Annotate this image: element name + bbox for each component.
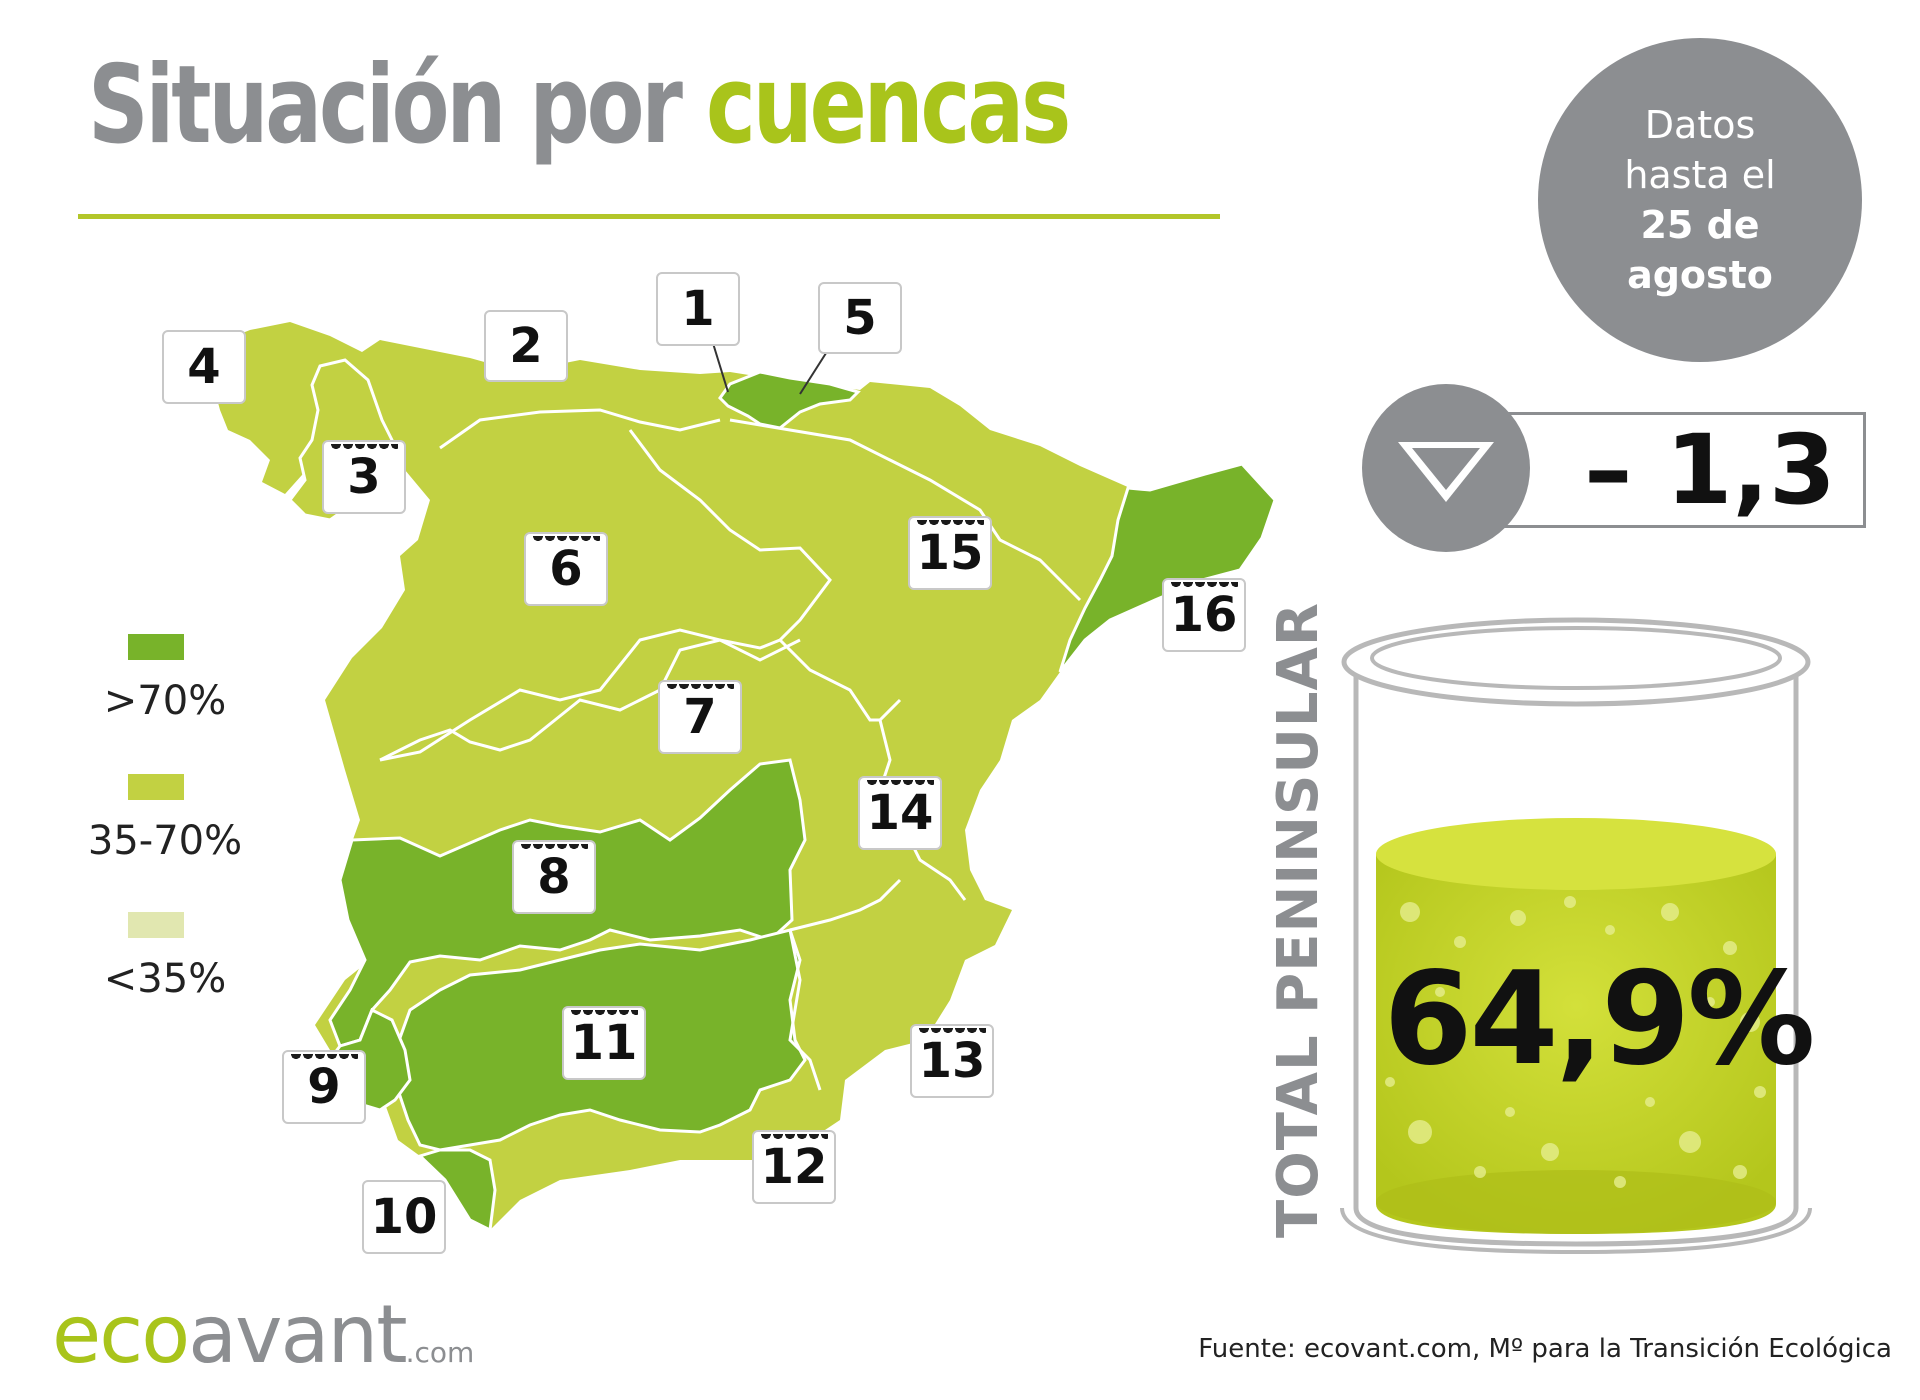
basin-label-9: 9 [282,1050,366,1124]
basin-label-14: 14 [858,776,942,850]
date-line-3: 25 de [1640,203,1760,247]
reservoir-wave-icon [918,1028,986,1036]
basin-label-4: 4 [162,330,246,404]
basin-number: 2 [509,318,543,374]
basin-number: 4 [187,339,221,395]
date-line-1: Datos [1644,103,1756,147]
basin-label-6: 6 [524,532,608,606]
basin-number: 10 [370,1189,438,1245]
basin-number: 12 [760,1139,828,1195]
legend-swatch [128,634,184,660]
change-value: – 1,3 [1584,414,1836,526]
legend-swatch [128,912,184,938]
basin-number: 5 [843,290,877,346]
logo-avant: avant [188,1288,407,1381]
basin-label-13: 13 [910,1024,994,1098]
reservoir-wave-icon [866,780,934,788]
basin-number: 1 [681,281,715,337]
basin-5-area [718,370,861,430]
basin-label-10: 10 [362,1180,446,1254]
basin-number: 7 [683,689,717,745]
reservoir-wave-icon [290,1054,358,1062]
date-line-2: hasta el [1624,153,1776,197]
date-line-4: agosto [1627,253,1773,297]
basin-number: 8 [537,849,571,905]
basin-number: 3 [347,449,381,505]
basin-1-leader [711,339,729,393]
total-percentage: 64,9% [1383,945,1815,1094]
reservoir-wave-icon [760,1134,828,1142]
basin-label-7: 7 [658,680,742,754]
basin-number: 16 [1170,587,1238,643]
basin-5-leader [799,349,829,395]
basin-number: 9 [307,1059,341,1115]
basin-number: 11 [570,1015,638,1071]
logo-eco: eco [52,1288,190,1381]
title-part-2: cuencas [705,43,1071,168]
basin-10-area [417,1148,497,1233]
triangle-down-icon [1398,442,1494,502]
title-part-1: Situación por [88,43,683,168]
reservoir-wave-icon [916,520,984,528]
legend-swatch [128,774,184,800]
basin-label-15: 15 [908,516,992,590]
basin-16-area [1058,462,1277,673]
logo-com: .com [405,1336,475,1369]
reservoir-wave-icon [570,1010,638,1018]
basin-boundaries [379,408,1082,1091]
basin-number: 13 [918,1033,986,1089]
basin-label-11: 11 [562,1006,646,1080]
basin-number: 15 [916,525,984,581]
spain-basins-map [200,322,1277,1233]
reservoir-wave-icon [666,684,734,692]
reservoir-wave-icon [1170,582,1238,590]
basin-label-3: 3 [322,440,406,514]
legend-label: >70% [103,678,227,724]
title-underline [78,214,1220,219]
reservoir-wave-icon [520,844,588,852]
source-credit: Fuente: ecovant.com, Mº para la Transici… [1198,1334,1892,1364]
basin-label-5: 5 [818,282,902,354]
reservoir-wave-icon [330,444,398,452]
basin-label-1: 1 [656,272,740,346]
reservoir-wave-icon [532,536,600,544]
change-box [1470,412,1866,528]
ecoavant-logo: ecoavant.com [52,1288,474,1381]
basin-number: 14 [866,785,934,841]
liquid-fill [1376,854,1776,1234]
legend-label: <35% [103,956,227,1002]
basin-label-2: 2 [484,310,568,382]
basin-label-12: 12 [752,1130,836,1204]
jar-icon [1340,617,1812,1255]
page-title: Situación por cuencas [88,52,1071,160]
date-badge: Datos hasta el 25 de agosto [1538,38,1862,362]
change-indicator [1362,384,1530,552]
legend-label: 35-70% [87,818,243,864]
basin-label-16: 16 [1162,578,1246,652]
basin-number: 6 [549,541,583,597]
basin-label-8: 8 [512,840,596,914]
